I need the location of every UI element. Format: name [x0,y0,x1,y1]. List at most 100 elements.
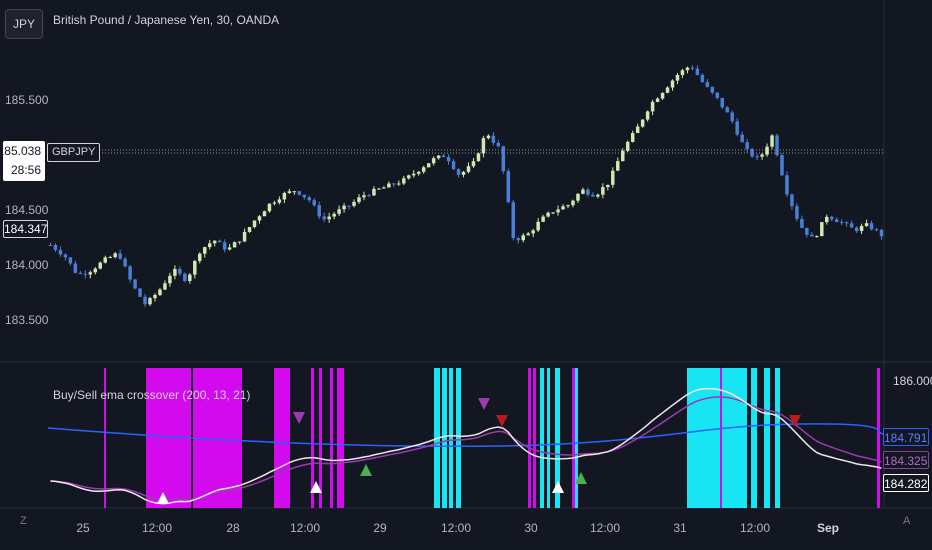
candle-body [262,211,267,217]
candle-body [516,238,520,241]
candle-body [715,92,720,98]
indicator-scale-label: 186.000 [893,374,932,388]
candle-body [222,242,227,250]
candle-body [785,175,789,195]
candle-body [720,97,725,108]
candle-body [740,134,744,143]
y-tick-label: 183.500 [5,313,49,327]
magenta-band [337,368,344,508]
candle-body [198,253,202,262]
price-candles [48,65,884,307]
candle-body [352,201,356,206]
candle-body [63,254,68,258]
candle-body [869,223,874,230]
candle-body [586,189,590,195]
x-tick-label: 30 [524,521,538,535]
candle-body [645,111,650,120]
strong-sell-marker [496,415,508,427]
candle-body [625,141,630,151]
candle-body [252,220,257,228]
candle-body [780,155,784,176]
candle-body [825,216,829,223]
cyan-band [547,368,550,508]
candle-body [546,212,550,217]
candle-body [382,187,386,189]
candle-body [178,268,182,274]
bar-countdown: 28:56 [10,163,41,177]
candle-body [640,119,645,127]
candle-body [571,200,575,206]
y-tick-label: 185.500 [5,93,49,107]
candle-body [541,216,545,222]
candle-body [327,216,331,220]
candle-body [874,229,879,231]
candle-body [536,221,540,231]
cyan-band [449,368,453,508]
x-tick-label: 12:00 [142,521,172,535]
candle-body [412,173,416,176]
candle-body [367,195,371,197]
candle-body [675,74,680,81]
indicator-title[interactable]: Buy/Sell ema crossover (200, 13, 21) [53,388,251,402]
y-tick-label: 184.500 [5,203,49,217]
candle-body [690,67,695,69]
candle-body [551,212,555,214]
candle-body [163,283,167,290]
candle-body [118,253,122,259]
ema13-value-tag: 184.282 [883,474,929,492]
sell-signal-marker [478,398,490,410]
candle-body [606,184,610,188]
candle-body [148,298,152,305]
candle-body [859,226,864,231]
candle-body [123,258,127,267]
candle-body [770,135,774,147]
candle-body [511,202,516,239]
candle-body [387,183,391,188]
candle-body [695,68,700,75]
candle-body [795,206,799,219]
magenta-band [319,368,322,508]
symbol-search-button[interactable]: JPY [5,9,43,39]
candle-body [471,161,476,167]
candle-body [168,275,172,284]
candle-body [635,126,640,134]
zoom-reset-button[interactable]: Z [20,515,27,527]
candle-body [287,191,292,193]
candle-body [188,274,192,282]
candle-body [476,153,481,162]
cyan-band [751,368,757,508]
candle-body [844,222,849,224]
candle-body [292,191,297,193]
candle-body [78,272,83,274]
candle-body [834,219,839,223]
x-tick-label: 12:00 [290,521,320,535]
candle-body [267,203,272,212]
candle-body [436,155,441,159]
candle-body [820,222,824,237]
candle-body [650,101,655,112]
cyan-band [722,368,747,508]
candle-body [456,169,461,175]
x-tick-label: 29 [373,521,387,535]
candle-body [108,257,112,259]
candle-body [790,194,794,207]
strong-buy-marker [360,464,372,476]
candle-body [153,294,157,299]
candle-body [596,194,600,197]
candle-body [416,171,421,174]
auto-scale-button[interactable]: A [903,515,911,527]
magenta-band [311,368,314,508]
candle-body [332,213,336,217]
ema200-value-tag: 184.791 [883,428,929,446]
axis-labels: 185.500 184.500 184.000 183.500 25 12:00 28 12:… [5,93,839,535]
candle-body [496,142,501,147]
ema21-line [50,396,882,501]
candle-body [183,273,187,282]
current-price: 185.038 [0,144,41,158]
ema-lines [47,387,885,505]
magenta-band [877,368,880,508]
candle-body [237,241,242,243]
ema13-line [50,387,882,505]
candle-body [481,138,486,154]
